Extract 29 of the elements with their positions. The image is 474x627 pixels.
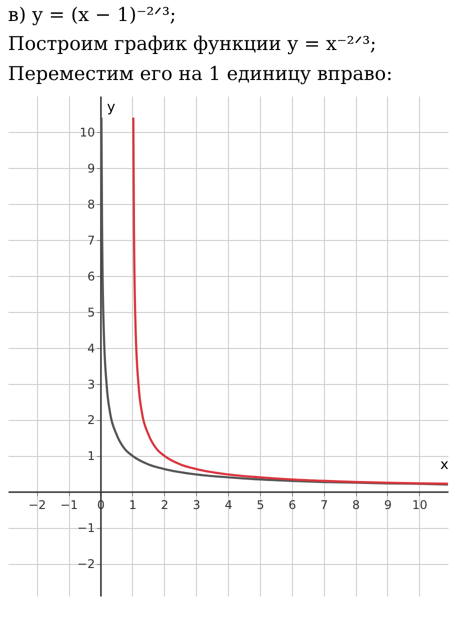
chart-title: в) y = (x − 1)⁻²ᐟ³; — [8, 4, 176, 26]
y-tick-label: 3 — [87, 377, 95, 392]
y-tick-label: 2 — [87, 413, 95, 428]
x-tick-label: 5 — [256, 498, 264, 512]
y-tick-label: 8 — [87, 197, 95, 212]
y-axis-title: y — [106, 100, 116, 116]
x-tick-label: 7 — [320, 498, 328, 512]
y-tick-label: −2 — [77, 557, 95, 572]
x-axis-title: x — [440, 457, 448, 474]
x-tick-label: 6 — [288, 498, 296, 512]
y-tick-label: −1 — [77, 521, 95, 536]
x-tick-label: −2 — [28, 498, 46, 512]
x-tick-label: 4 — [224, 498, 232, 512]
text: Переместим его на 1 единицу вправо: — [8, 63, 392, 85]
x-tick-label: 3 — [192, 498, 200, 512]
y-tick-label: 9 — [87, 161, 95, 176]
x-tick-label: −1 — [60, 498, 78, 512]
x-tick-label: 1 — [129, 498, 137, 512]
y-tick-label: 1 — [87, 449, 95, 464]
y-tick-label: 6 — [87, 269, 95, 284]
x-tick-label: 8 — [352, 498, 360, 512]
y-tick-label: 5 — [87, 305, 95, 320]
y-tick-label: 4 — [87, 341, 95, 356]
x-tick-label: 10 — [412, 498, 428, 512]
chart-subtitle: Построим график функции y = x⁻²ᐟ³; — [8, 33, 376, 55]
y-tick-label: 7 — [87, 233, 95, 248]
x-tick-label: 2 — [160, 498, 169, 512]
y-tick-label: 10 — [80, 125, 95, 140]
x-tick-label: 9 — [384, 498, 392, 512]
